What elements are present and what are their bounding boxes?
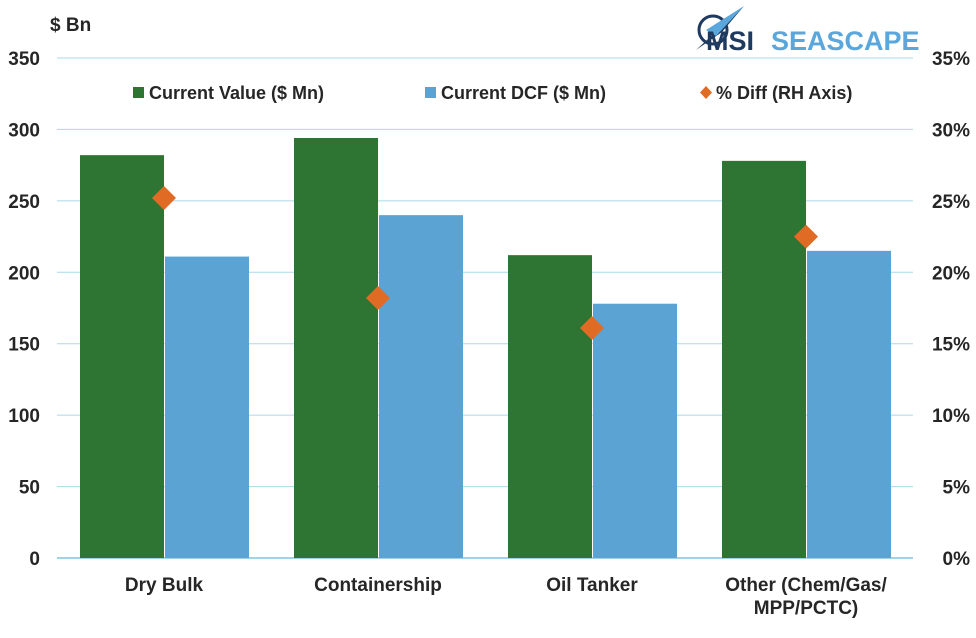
bars [80,138,891,558]
left-axis-tick-label: 150 [8,335,40,356]
left-axis-tick-label: 100 [8,406,40,427]
left-axis-tick-label: 200 [8,263,40,284]
legend-swatch-current-value [133,87,144,98]
right-axis-tick-label: 15% [932,335,970,356]
category-label: Containership [314,575,442,596]
bar-current-dcf [593,303,677,558]
legend-swatch-current-dcf [425,87,436,98]
logo-text-msi: MSI [706,26,754,56]
right-axis-tick-label: 30% [932,120,970,141]
bar-current-dcf [379,215,463,558]
left-axis-ticks: 0 50 100 150 200 250 300 350 [8,49,40,570]
legend-swatch-diff [700,86,712,99]
legend-label-current-value: Current Value ($ Mn) [149,83,324,103]
y-unit-label: $ Bn [50,15,91,36]
category-label: Dry Bulk [125,575,204,596]
right-axis-tick-label: 5% [943,478,971,499]
right-axis-tick-label: 25% [932,192,970,213]
category-labels: Dry Bulk Containership Oil Tanker Other (Ch… [125,575,888,619]
bar-current-value [722,160,806,558]
bar-current-dcf [165,256,249,558]
category-label: MPP/PCTC) [754,598,859,619]
diff-marker [794,224,818,249]
left-axis-tick-label: 350 [8,49,40,70]
right-axis-tick-label: 0% [943,549,971,570]
logo-text-seascape: SEASCAPE [771,26,920,56]
legend: Current Value ($ Mn) Current DCF ($ Mn) … [133,83,852,103]
category-label: Other (Chem/Gas/ [725,575,887,596]
left-axis-tick-label: 250 [8,192,40,213]
right-axis-ticks: 0% 5% 10% 15% 20% 25% 30% 35% [932,49,970,570]
compass-icon [696,6,744,50]
category-label: Oil Tanker [546,575,638,596]
legend-label-current-dcf: Current DCF ($ Mn) [441,83,606,103]
left-axis-tick-label: 300 [8,120,40,141]
bar-current-value [508,255,592,558]
left-axis-tick-label: 50 [19,478,40,499]
diff-marker [580,316,604,340]
bar-current-dcf [807,250,891,558]
diff-marker [152,186,176,210]
diff-markers [152,186,818,340]
diff-marker [366,286,390,310]
msi-seascape-logo: MSI SEASCAPE [696,6,920,56]
right-axis-tick-label: 10% [932,406,970,427]
left-axis-tick-label: 0 [29,549,40,570]
legend-label-diff: % Diff (RH Axis) [716,83,852,103]
bar-current-value [80,155,164,558]
right-axis-tick-label: 20% [932,263,970,284]
bar-current-value [294,138,378,558]
right-axis-tick-label: 35% [932,49,970,70]
